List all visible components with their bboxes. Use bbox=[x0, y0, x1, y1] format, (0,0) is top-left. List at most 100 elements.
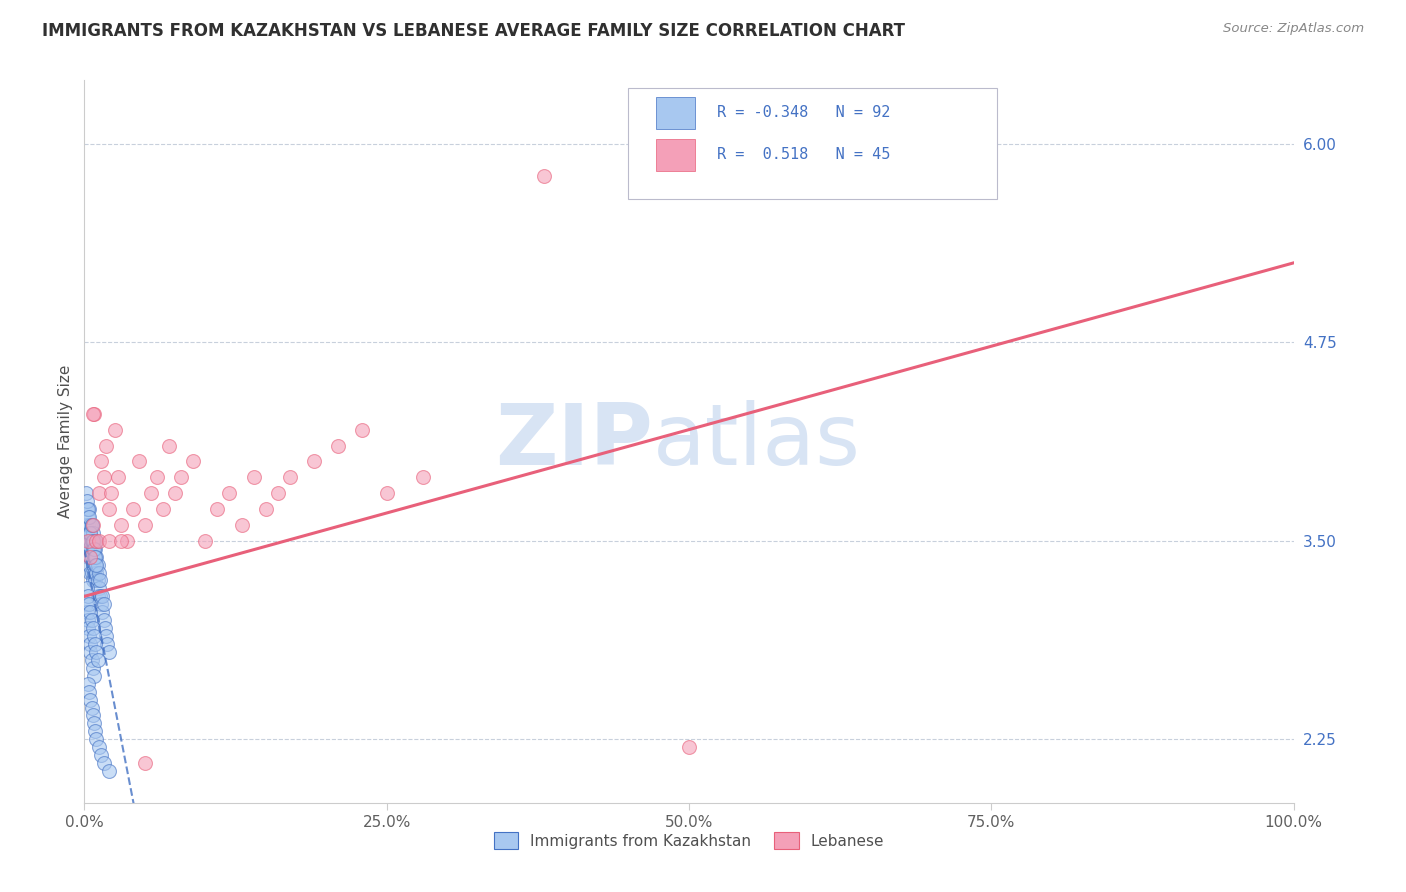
Point bbox=[82, 407, 104, 421]
Point bbox=[97, 764, 120, 778]
Point bbox=[93, 756, 115, 770]
Point bbox=[181, 454, 204, 468]
Point bbox=[86, 533, 108, 548]
Point bbox=[76, 605, 98, 619]
Point bbox=[79, 605, 101, 619]
Point bbox=[79, 525, 101, 540]
Point bbox=[146, 470, 169, 484]
Point bbox=[76, 582, 98, 596]
Point bbox=[165, 486, 187, 500]
Point bbox=[84, 541, 107, 556]
Point bbox=[80, 517, 103, 532]
Text: Source: ZipAtlas.com: Source: ZipAtlas.com bbox=[1223, 22, 1364, 36]
Point bbox=[267, 486, 290, 500]
Point bbox=[94, 629, 117, 643]
Point bbox=[86, 732, 108, 747]
Point bbox=[87, 533, 110, 548]
Text: IMMIGRANTS FROM KAZAKHSTAN VS LEBANESE AVERAGE FAMILY SIZE CORRELATION CHART: IMMIGRANTS FROM KAZAKHSTAN VS LEBANESE A… bbox=[42, 22, 905, 40]
Point bbox=[533, 169, 555, 183]
Point bbox=[79, 533, 101, 548]
Point bbox=[77, 684, 100, 698]
Point bbox=[82, 708, 104, 723]
Point bbox=[83, 629, 105, 643]
Point bbox=[110, 533, 132, 548]
Point bbox=[86, 533, 108, 548]
Point bbox=[79, 517, 101, 532]
Point bbox=[80, 700, 103, 714]
Text: ZIP: ZIP bbox=[495, 400, 652, 483]
Point bbox=[254, 502, 277, 516]
Point bbox=[82, 621, 104, 635]
Point bbox=[77, 510, 100, 524]
Point bbox=[375, 486, 398, 500]
Point bbox=[82, 558, 104, 572]
Point bbox=[79, 645, 101, 659]
Point bbox=[77, 558, 100, 572]
Point bbox=[77, 613, 100, 627]
Point bbox=[82, 533, 104, 548]
Point bbox=[110, 517, 132, 532]
Point bbox=[82, 574, 104, 588]
Text: R =  0.518   N = 45: R = 0.518 N = 45 bbox=[717, 147, 890, 162]
Point bbox=[93, 470, 115, 484]
Point bbox=[678, 740, 700, 755]
Point bbox=[79, 566, 101, 580]
Point bbox=[139, 486, 162, 500]
Point bbox=[83, 541, 105, 556]
Point bbox=[77, 590, 100, 604]
Point bbox=[157, 438, 180, 452]
Point bbox=[86, 653, 108, 667]
Point bbox=[302, 454, 325, 468]
Point bbox=[75, 486, 97, 500]
Point bbox=[97, 645, 120, 659]
Point bbox=[82, 661, 104, 675]
Point bbox=[97, 533, 120, 548]
Point bbox=[84, 724, 107, 739]
FancyBboxPatch shape bbox=[657, 139, 695, 170]
Point bbox=[87, 486, 110, 500]
Point bbox=[77, 525, 100, 540]
Text: atlas: atlas bbox=[652, 400, 860, 483]
Point bbox=[77, 629, 100, 643]
Point bbox=[90, 454, 112, 468]
Point bbox=[80, 653, 103, 667]
Point bbox=[76, 494, 98, 508]
Point bbox=[328, 438, 350, 452]
Point bbox=[83, 566, 105, 580]
Point bbox=[76, 541, 98, 556]
Point bbox=[77, 549, 100, 564]
Point bbox=[352, 423, 374, 437]
Point bbox=[86, 574, 108, 588]
Point bbox=[86, 566, 108, 580]
Point bbox=[94, 621, 117, 635]
Point bbox=[96, 637, 118, 651]
Point bbox=[104, 423, 127, 437]
Point bbox=[83, 533, 105, 548]
Point bbox=[90, 748, 112, 763]
Point bbox=[86, 645, 108, 659]
Point bbox=[89, 590, 111, 604]
Point bbox=[91, 605, 114, 619]
Point bbox=[75, 517, 97, 532]
Point bbox=[80, 533, 103, 548]
Point bbox=[76, 525, 98, 540]
Point bbox=[100, 486, 122, 500]
Point bbox=[79, 549, 101, 564]
Point bbox=[80, 517, 103, 532]
Point bbox=[77, 510, 100, 524]
Point bbox=[84, 637, 107, 651]
Point bbox=[77, 676, 100, 690]
Point bbox=[83, 716, 105, 731]
FancyBboxPatch shape bbox=[657, 97, 695, 128]
Point bbox=[194, 533, 217, 548]
Point bbox=[94, 438, 117, 452]
Point bbox=[80, 566, 103, 580]
Point bbox=[75, 533, 97, 548]
Point bbox=[231, 517, 253, 532]
Point bbox=[77, 621, 100, 635]
Point bbox=[170, 470, 193, 484]
Point bbox=[86, 558, 108, 572]
Point bbox=[82, 517, 104, 532]
Point bbox=[75, 597, 97, 611]
Point bbox=[97, 502, 120, 516]
